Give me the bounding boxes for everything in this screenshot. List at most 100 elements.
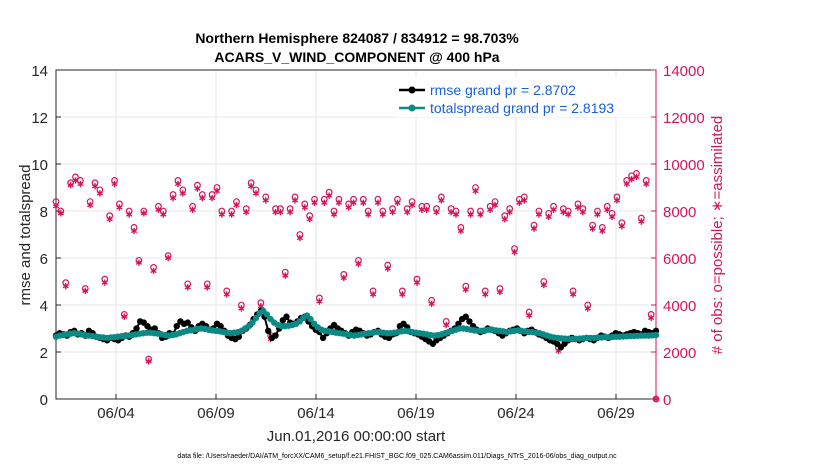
- obs-assimilated-marker: [165, 254, 172, 262]
- y-axis-label-right: # of obs: o=possible; ∗=assimilated: [709, 116, 726, 355]
- obs-assimilated-marker: [526, 312, 533, 319]
- star-stroke: [165, 255, 172, 261]
- obs-assimilated-marker: [613, 197, 621, 204]
- x-tick-label: 06/19: [397, 405, 435, 422]
- obs-assimilated-marker: [238, 305, 245, 312]
- y-tick-label-left: 10: [31, 157, 48, 174]
- obs-assimilated-marker: [540, 281, 547, 289]
- star-stroke: [369, 292, 377, 297]
- obs-assimilated-marker: [408, 201, 416, 209]
- star-stroke: [604, 207, 611, 213]
- star-stroke: [228, 212, 235, 217]
- obs-assimilated-marker: [633, 173, 640, 181]
- obs-assimilated-marker: [467, 211, 474, 218]
- obs-assimilated-marker: [67, 181, 74, 189]
- obs-assimilated-marker: [135, 259, 143, 266]
- obs-assimilated-marker: [535, 211, 543, 218]
- obs-assimilated-marker: [345, 204, 352, 211]
- obs-assimilated-marker: [462, 286, 469, 293]
- obs-assimilated-marker: [589, 225, 596, 232]
- star-stroke: [652, 396, 660, 402]
- obs-assimilated-marker: [608, 213, 616, 221]
- star-stroke: [213, 188, 221, 194]
- star-stroke: [428, 301, 435, 307]
- star-stroke: [316, 299, 323, 304]
- obs-assimilated-marker: [184, 284, 191, 291]
- obs-assimilated-marker: [218, 211, 225, 218]
- obs-assimilated-marker: [560, 208, 567, 216]
- legend: rmse grand pr = 2.8702 totalspread grand…: [395, 77, 650, 117]
- obs-assimilated-marker: [545, 213, 552, 221]
- star-stroke: [360, 200, 367, 205]
- series-point-0: [272, 332, 279, 339]
- x-tick-label: 06/29: [597, 405, 635, 422]
- obs-assimilated-marker: [248, 183, 255, 190]
- obs-assimilated-marker: [252, 190, 260, 197]
- obs-assimilated-marker: [57, 210, 64, 217]
- obs-assimilated-marker: [330, 211, 338, 218]
- star-stroke: [330, 212, 338, 217]
- obs-assimilated-marker: [477, 211, 484, 218]
- obs-assimilated-marker: [599, 227, 606, 235]
- star-stroke: [565, 212, 572, 217]
- obs-assimilated-marker: [199, 194, 206, 202]
- star-stroke: [379, 212, 386, 217]
- star-stroke: [101, 280, 108, 285]
- right-axis: 0 2000 4000 6000 8000 10000 12000 14000: [651, 63, 705, 409]
- x-tick-label: 06/14: [297, 405, 335, 422]
- obs-assimilated-marker: [428, 300, 435, 308]
- legend-rmse-label: rmse grand pr = 2.8702: [430, 82, 576, 98]
- obs-assimilated-marker: [155, 206, 162, 214]
- obs-assimilated-marker: [584, 305, 591, 312]
- obs-assimilated-marker: [487, 206, 494, 214]
- obs-assimilated-marker: [569, 291, 577, 298]
- obs-assimilated-marker: [291, 197, 299, 204]
- star-stroke: [555, 348, 562, 354]
- obs-assimilated-marker: [340, 274, 347, 282]
- obs-assimilated-marker: [604, 206, 611, 214]
- star-stroke: [511, 249, 518, 255]
- star-stroke: [135, 260, 143, 265]
- star-stroke: [145, 359, 152, 364]
- star-stroke: [96, 191, 104, 196]
- obs-assimilated-marker: [87, 201, 94, 209]
- star-stroke: [106, 217, 113, 222]
- star-stroke: [501, 217, 508, 222]
- star-stroke: [399, 292, 406, 297]
- star-stroke: [491, 202, 499, 208]
- star-stroke: [521, 198, 528, 203]
- star-stroke: [545, 214, 552, 220]
- star-stroke: [374, 200, 382, 205]
- star-stroke: [223, 292, 230, 297]
- obs-assimilated-marker: [350, 199, 357, 206]
- star-stroke: [335, 200, 343, 205]
- obs-assimilated-marker: [491, 201, 499, 209]
- line-series: [52, 307, 660, 351]
- star-stroke: [257, 303, 264, 309]
- star-stroke: [87, 202, 94, 208]
- series-point-0: [151, 325, 158, 332]
- obs-assimilated-marker: [62, 283, 69, 290]
- obs-assimilated-marker: [652, 395, 660, 403]
- y-tick-label-left: 8: [40, 204, 48, 221]
- obs-assimilated-marker: [404, 208, 411, 216]
- obs-assimilated-marker: [72, 177, 79, 184]
- star-stroke: [301, 205, 308, 210]
- series-point-1: [249, 319, 256, 326]
- series-point-1: [263, 311, 271, 318]
- star-stroke: [526, 313, 533, 318]
- obs-assimilated-marker: [335, 199, 343, 206]
- obs-assimilated-marker: [208, 194, 216, 202]
- obs-assimilated-marker: [228, 211, 235, 218]
- star-stroke: [623, 181, 630, 187]
- star-stroke: [291, 198, 299, 203]
- obs-assimilated-marker: [140, 210, 147, 217]
- obs-assimilated-marker: [628, 176, 635, 183]
- chart-title-line2: ACARS_V_WIND_COMPONENT @ 400 hPa: [214, 49, 499, 65]
- star-stroke: [91, 184, 99, 189]
- obs-assimilated-marker: [638, 218, 645, 225]
- obs-assimilated-marker: [423, 206, 430, 214]
- obs-assimilated-marker: [130, 227, 138, 235]
- obs-assimilated-marker: [52, 203, 60, 210]
